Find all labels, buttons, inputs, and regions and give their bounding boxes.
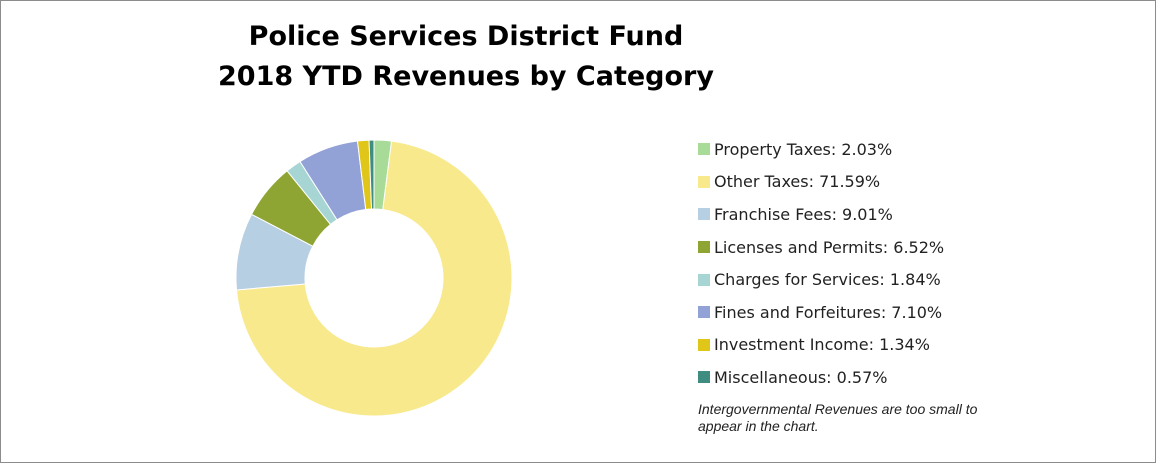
legend-swatch [698, 306, 710, 319]
legend: Property Taxes: 2.03% Other Taxes: 71.59%… [698, 133, 944, 394]
legend-label: Property Taxes: 2.03% [714, 139, 893, 159]
legend-entry: Charges for Services: 1.84% [698, 263, 944, 296]
legend-entry: Licenses and Permits: 6.52% [698, 231, 944, 264]
legend-label: Franchise Fees: 9.01% [714, 204, 893, 224]
legend-entry: Fines and Forfeitures: 7.10% [698, 296, 944, 329]
legend-label: Licenses and Permits: 6.52% [714, 237, 945, 257]
legend-swatch [698, 371, 710, 384]
legend-swatch [698, 241, 710, 254]
legend-entry: Franchise Fees: 9.01% [698, 198, 944, 231]
legend-swatch [698, 208, 710, 221]
legend-label: Investment Income: 1.34% [714, 335, 930, 355]
legend-swatch [698, 175, 710, 188]
legend-swatch [698, 338, 710, 351]
donut-slice [368, 139, 375, 210]
legend-swatch [698, 273, 710, 286]
annotation: Intergovernmental Revenues are too small… [698, 401, 978, 434]
legend-entry: Investment Income: 1.34% [698, 329, 944, 362]
legend-label: Charges for Services: 1.84% [714, 270, 941, 290]
chart-title: Police Services District Fund [248, 21, 684, 52]
donut-slice [235, 140, 513, 417]
legend-label: Other Taxes: 71.59% [714, 172, 881, 192]
legend-entry: Miscellaneous: 0.57% [698, 361, 944, 394]
chart-title: 2018 YTD Revenues by Category [218, 61, 714, 92]
legend-entry: Property Taxes: 2.03% [698, 133, 944, 166]
legend-entry: Other Taxes: 71.59% [698, 166, 944, 199]
legend-label: Miscellaneous: 0.57% [714, 367, 888, 387]
legend-swatch [698, 143, 710, 156]
legend-label: Fines and Forfeitures: 7.10% [714, 302, 943, 322]
